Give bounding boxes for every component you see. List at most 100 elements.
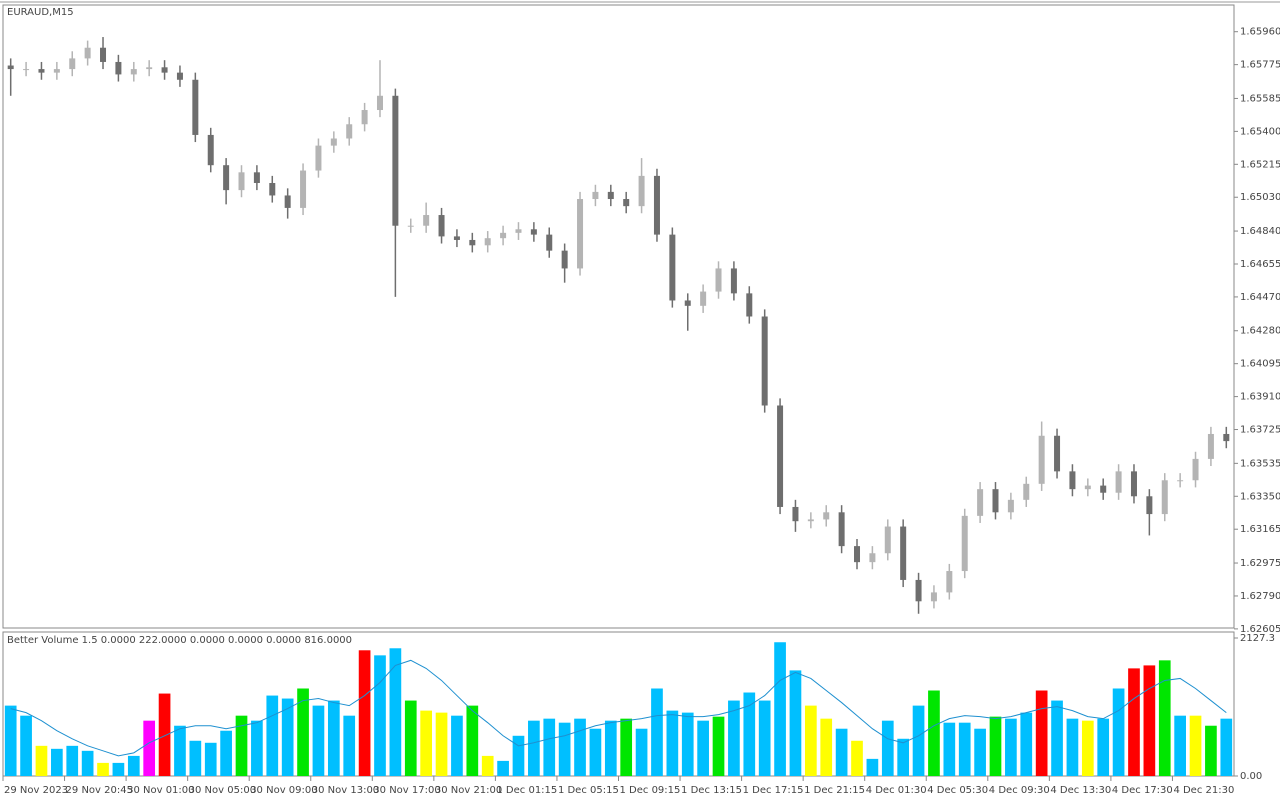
moving-average [10, 659, 1227, 757]
volume-bar [635, 728, 648, 776]
volume-bar [266, 695, 279, 776]
candle-body [977, 489, 984, 516]
y-tick-label: 1.62975 [1240, 558, 1280, 569]
x-tick-label: 30 Nov 17:00 [373, 785, 440, 796]
candle-body [515, 229, 522, 233]
volume-bar [774, 642, 786, 776]
volume-bar [374, 655, 386, 776]
volume-bar [81, 750, 94, 776]
candle-body [561, 250, 568, 269]
candle-body [1023, 483, 1030, 500]
candle-body [1084, 485, 1091, 490]
volume-bar [1112, 688, 1125, 776]
y-tick-label: 1.65215 [1240, 159, 1280, 170]
volume-bar [835, 728, 848, 776]
y-tick-label: 1.64095 [1240, 359, 1280, 370]
volume-bar [574, 718, 586, 776]
candle-body [100, 47, 107, 62]
candle-body [792, 506, 799, 522]
y-tick-label: 1.63350 [1240, 491, 1280, 502]
candle-body [1161, 480, 1168, 515]
candle-body [300, 170, 307, 208]
y-tick-label: 2127.3 [1240, 633, 1275, 644]
volume-bar [174, 725, 186, 776]
volume-bar [312, 705, 325, 776]
x-tick-label: 30 Nov 21:00 [435, 785, 502, 796]
y-tick-label: 0.00 [1240, 771, 1262, 782]
candle-body [669, 234, 676, 301]
volume-bar [651, 688, 663, 776]
volume-bar [497, 760, 509, 776]
volume-bar [1005, 718, 1017, 776]
candle-body [207, 134, 214, 166]
candle-body [407, 225, 414, 227]
volume-bar [4, 705, 17, 776]
y-tick-label: 1.63165 [1240, 524, 1280, 535]
candle-body [223, 165, 230, 191]
volume-bar [389, 648, 402, 776]
candle-body [53, 69, 60, 73]
volume-bar [620, 718, 633, 776]
y-tick-label: 1.64470 [1240, 292, 1280, 303]
x-tick-label: 1 Dec 09:15 [620, 785, 681, 796]
volume-bar [820, 718, 833, 776]
candle-body [684, 300, 691, 306]
y-tick-label: 1.64840 [1240, 226, 1280, 237]
candle-body [130, 69, 137, 75]
x-tick-label: 4 Dec 05:30 [927, 785, 988, 796]
x-tick-label: 30 Nov 01:00 [127, 785, 194, 796]
volume-bar [220, 730, 232, 776]
volume-bar [558, 722, 571, 776]
volume-bar [804, 705, 817, 776]
candle-body [38, 69, 45, 73]
volume-bar [866, 758, 879, 776]
candle-body [992, 489, 999, 513]
candle-body [761, 316, 768, 406]
volume-bar [1035, 690, 1048, 776]
volume-bar [143, 720, 156, 776]
volume-bar [1066, 718, 1079, 776]
candle-body [161, 67, 168, 73]
candle-body [700, 291, 707, 306]
candle-body [930, 592, 937, 602]
candle-body [23, 69, 30, 71]
candle-body [1069, 471, 1076, 490]
candle-body [192, 79, 199, 135]
y-tick-label: 1.63535 [1240, 458, 1280, 469]
candle-body [823, 512, 830, 520]
volume-bar [943, 722, 956, 776]
candle-body [530, 229, 537, 235]
x-tick-label: 1 Dec 05:15 [558, 785, 619, 796]
candle-body [423, 215, 430, 226]
candle-body [884, 526, 891, 554]
volume-bar [404, 700, 417, 776]
y-tick-label: 1.65960 [1240, 27, 1280, 38]
volume-bar [358, 650, 371, 776]
candle-body [500, 232, 507, 239]
y-tick-label: 1.63725 [1240, 425, 1280, 436]
candle-body [1007, 499, 1014, 513]
volume-bar [1097, 718, 1110, 776]
candle-body [1192, 458, 1199, 481]
volume-bar [1158, 660, 1171, 776]
candle-body [854, 546, 861, 563]
volume-bar [97, 762, 109, 776]
volume-bar [281, 698, 294, 776]
candle-body [269, 183, 276, 196]
volume-bar [1174, 715, 1186, 776]
candle-body [392, 95, 399, 226]
volume-bar [35, 745, 48, 776]
volume-bar [297, 688, 309, 776]
y-tick-label: 1.64655 [1240, 259, 1280, 270]
candle-body [1130, 471, 1137, 497]
x-tick-label: 4 Dec 13:30 [1050, 785, 1111, 796]
volume-bar [728, 700, 740, 776]
x-tick-label: 1 Dec 13:15 [681, 785, 742, 796]
x-tick-label: 29 Nov 20:45 [66, 785, 133, 796]
volume-pane [2, 631, 1235, 777]
candle-body [653, 175, 660, 235]
candle-body [777, 405, 784, 507]
volume-bar [435, 712, 448, 776]
candle-body [284, 195, 291, 208]
